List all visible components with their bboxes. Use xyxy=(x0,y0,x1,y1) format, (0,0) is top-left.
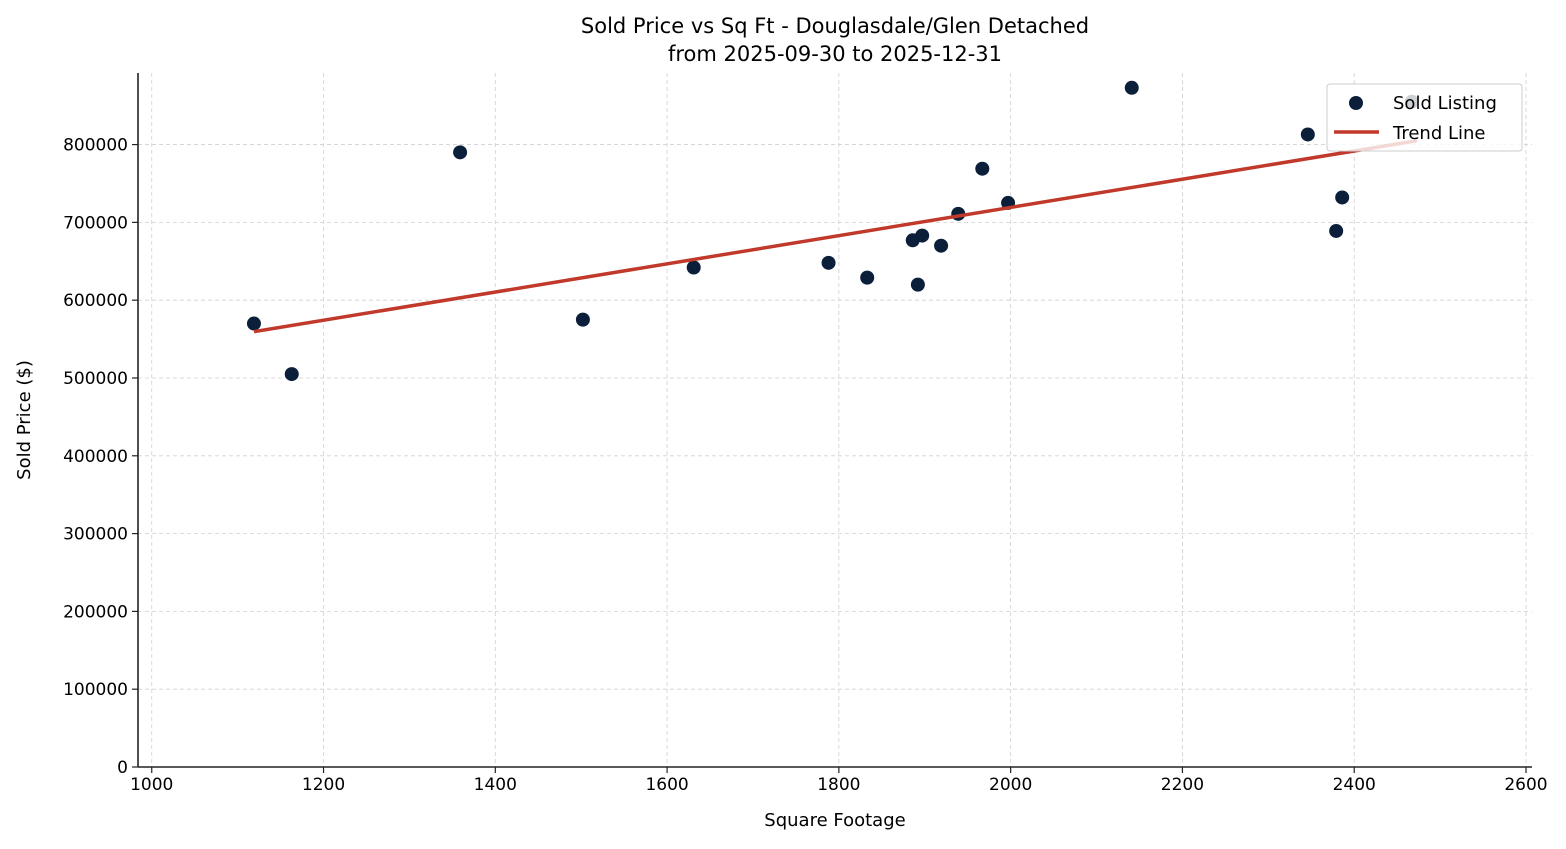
data-point xyxy=(246,316,261,331)
y-tick-label: 400000 xyxy=(63,447,128,467)
legend-label-trend-line: Trend Line xyxy=(1392,123,1486,144)
y-tick-label: 700000 xyxy=(63,213,128,233)
data-point xyxy=(1335,190,1350,205)
legend-marker-sold-listing xyxy=(1349,96,1363,110)
data-point xyxy=(1329,223,1344,238)
data-marks xyxy=(246,80,1419,382)
data-point xyxy=(860,270,875,285)
x-tick-label: 2000 xyxy=(989,775,1032,795)
x-tick-label: 1200 xyxy=(302,775,345,795)
y-tick-label: 100000 xyxy=(63,680,128,700)
y-tick-label: 200000 xyxy=(63,602,128,622)
legend-label-sold-listing: Sold Listing xyxy=(1393,93,1497,114)
x-tick-label: 1000 xyxy=(130,775,173,795)
data-point xyxy=(575,312,590,327)
x-tick-label: 2400 xyxy=(1333,775,1376,795)
grid xyxy=(138,73,1532,768)
data-point xyxy=(1124,80,1139,95)
data-point xyxy=(453,145,468,160)
y-tick-label: 600000 xyxy=(63,291,128,311)
legend-box xyxy=(1326,83,1523,152)
data-point xyxy=(821,255,836,270)
trend-line xyxy=(253,138,1418,334)
data-point xyxy=(910,277,925,292)
data-point xyxy=(915,228,930,243)
x-tick-label: 1600 xyxy=(645,775,688,795)
data-point xyxy=(1300,127,1315,142)
y-tick-label: 500000 xyxy=(63,369,128,389)
y-axis-label: Sold Price ($) xyxy=(14,360,35,480)
axes: 1000 1200 1400 1600 1800 2000 2200 2400 2600 0 100… xyxy=(63,73,1548,795)
chart-subtitle: from 2025-09-30 to 2025-12-31 xyxy=(668,42,1002,66)
y-tick-label: 800000 xyxy=(63,136,128,156)
y-tick-label: 0 xyxy=(117,758,128,778)
chart-title: Sold Price vs Sq Ft - Douglasdale/Glen D… xyxy=(581,14,1089,38)
data-point xyxy=(975,161,990,176)
x-tick-label: 2200 xyxy=(1161,775,1204,795)
data-point xyxy=(934,238,949,253)
x-tick-label: 2600 xyxy=(1504,775,1547,795)
data-point xyxy=(686,260,701,275)
data-point xyxy=(284,367,299,382)
legend: Sold Listing Trend Line xyxy=(1326,83,1523,152)
y-tick-label: 300000 xyxy=(63,525,128,545)
x-axis-label: Square Footage xyxy=(764,810,905,831)
x-tick-label: 1400 xyxy=(474,775,517,795)
x-tick-label: 1800 xyxy=(817,775,860,795)
